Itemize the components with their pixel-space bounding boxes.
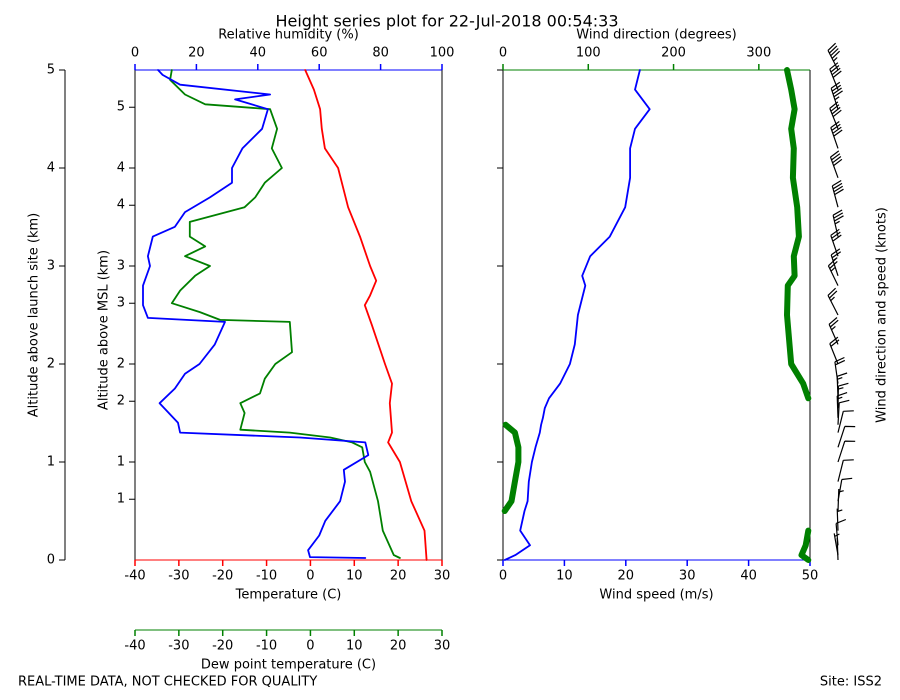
wind-barb — [830, 228, 842, 257]
x-tick-label: 30 — [434, 569, 451, 584]
data-line — [142, 69, 370, 559]
wind-barb — [831, 179, 844, 208]
x-tick-label: 0 — [499, 46, 507, 61]
y-tick-label: 2 — [47, 357, 55, 372]
wind-barb — [827, 287, 839, 316]
wind-barb — [829, 62, 842, 90]
wind-barb — [837, 399, 850, 425]
y-axis-label: Altitude above launch site (km) — [27, 213, 42, 417]
wind-barb — [830, 248, 842, 276]
x-axis-label: Dew point temperature (C) — [201, 658, 376, 673]
x-tick-label: 0 — [306, 569, 314, 584]
site-label: Site: ISS2 — [820, 675, 882, 690]
x-tick-label: 100 — [576, 46, 601, 61]
x-tick-label: 300 — [746, 46, 771, 61]
data-line — [304, 69, 428, 561]
x-tick-label: -10 — [256, 569, 277, 584]
y2-tick-label: 4 — [117, 161, 125, 176]
x-tick-label: 20 — [390, 639, 407, 654]
title: Height series plot for 22-Jul-2018 00:54… — [275, 12, 618, 31]
y-tick-label: 0 — [47, 553, 55, 568]
x-axis-label: Wind speed (m/s) — [599, 588, 713, 603]
y2-tick-label: 1 — [117, 455, 125, 470]
wind-barb — [837, 440, 856, 463]
x-tick-label: 60 — [311, 46, 328, 61]
data-line — [501, 421, 522, 514]
y-tick-label: 3 — [47, 259, 55, 274]
wind-barb — [827, 42, 841, 71]
y-tick-label: 1 — [47, 455, 55, 470]
x-tick-label: 0 — [306, 639, 314, 654]
y2-tick-label: 3 — [117, 259, 125, 274]
data-line — [503, 69, 651, 561]
wind-barb — [830, 121, 843, 149]
x-tick-label: 80 — [372, 46, 389, 61]
data-line — [798, 527, 812, 563]
wind-barb — [829, 336, 840, 365]
y2-tick-label: 2 — [117, 394, 125, 409]
wind-barb — [837, 477, 853, 502]
wind-barb — [829, 150, 843, 179]
wind-barb — [828, 317, 839, 345]
x-tick-label: -10 — [256, 639, 277, 654]
data-line — [169, 69, 401, 559]
x-axis-label: Relative humidity (%) — [218, 28, 359, 43]
x-tick-label: 30 — [434, 639, 451, 654]
x-tick-label: -40 — [124, 569, 145, 584]
x-tick-label: -20 — [212, 569, 233, 584]
x-tick-label: -30 — [168, 569, 189, 584]
x-tick-label: 0 — [131, 46, 139, 61]
x-tick-label: 20 — [390, 569, 407, 584]
footer-note: REAL-TIME DATA, NOT CHECKED FOR QUALITY — [18, 675, 317, 690]
x-axis-label: Temperature (C) — [235, 588, 342, 603]
x-tick-label: 0 — [499, 569, 507, 584]
y2-tick-label: 3 — [117, 296, 125, 311]
data-line — [784, 67, 812, 402]
x-tick-label: 10 — [346, 639, 363, 654]
x-tick-label: 20 — [618, 569, 635, 584]
y-tick-label: 4 — [47, 161, 55, 176]
wind-barb — [829, 101, 842, 130]
y-tick-label: 5 — [47, 63, 55, 78]
x-axis-label: Wind direction (degrees) — [576, 28, 736, 43]
y2-axis-label: Altitude above MSL (km) — [97, 250, 112, 410]
wind-barb — [837, 459, 854, 482]
wind-barb — [832, 209, 844, 237]
x-tick-label: 10 — [346, 569, 363, 584]
x-tick-label: 40 — [250, 46, 267, 61]
x-tick-label: -30 — [168, 639, 189, 654]
x-tick-label: 10 — [556, 569, 573, 584]
wind-barb — [836, 508, 843, 531]
y2-tick-label: 1 — [117, 492, 125, 507]
y2-tick-label: 4 — [117, 198, 125, 213]
wind-barb — [837, 410, 854, 433]
x-tick-label: 200 — [661, 46, 686, 61]
wind-barb — [837, 425, 856, 448]
x-tick-label: 20 — [188, 46, 205, 61]
x-tick-label: 50 — [802, 569, 819, 584]
wind-barb — [830, 81, 843, 110]
y2-tick-label: 2 — [117, 357, 125, 372]
x-tick-label: 40 — [740, 569, 757, 584]
x-tick-label: -20 — [212, 639, 233, 654]
wind-barb — [837, 488, 844, 512]
x-tick-label: 30 — [679, 569, 696, 584]
x-tick-label: 100 — [430, 46, 455, 61]
barb-label: Wind direction and speed (knots) — [875, 207, 890, 423]
x-tick-label: -40 — [124, 639, 145, 654]
wind-barb — [827, 258, 839, 286]
y2-tick-label: 5 — [117, 100, 125, 115]
